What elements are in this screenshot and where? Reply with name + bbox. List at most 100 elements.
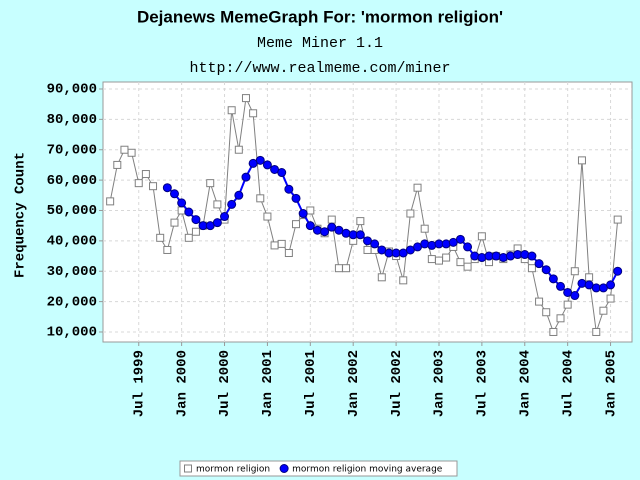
point — [356, 217, 365, 226]
point — [427, 255, 436, 264]
point — [284, 249, 293, 258]
y-tick-label: 70,000 — [47, 142, 97, 158]
y-tick-label: 40,000 — [47, 234, 97, 250]
point — [549, 327, 558, 336]
point — [241, 94, 250, 103]
point — [542, 308, 551, 317]
point — [491, 251, 501, 261]
point — [170, 218, 179, 227]
point — [505, 251, 515, 261]
x-tick-label: Jul 2002 — [389, 350, 405, 417]
point — [292, 220, 301, 229]
point — [127, 148, 136, 157]
x-tick-label: Jan 2000 — [174, 350, 190, 417]
point — [177, 206, 186, 215]
point — [577, 278, 587, 288]
point — [291, 193, 301, 203]
point — [334, 264, 343, 273]
point — [570, 291, 580, 301]
point — [149, 182, 158, 191]
point — [270, 241, 279, 250]
point — [241, 172, 251, 182]
point — [227, 106, 236, 115]
x-tick-label: Jan 2001 — [260, 350, 276, 417]
x-tick-label: Jan 2002 — [346, 350, 362, 417]
point — [599, 306, 608, 315]
point — [263, 212, 272, 221]
legend-marker — [184, 464, 192, 473]
point — [363, 245, 372, 254]
y-tick-label: 30,000 — [47, 264, 97, 280]
point — [277, 168, 287, 178]
point — [255, 155, 265, 165]
point — [541, 265, 551, 275]
point — [442, 253, 451, 262]
point — [262, 160, 272, 170]
point — [320, 227, 330, 237]
point — [606, 280, 616, 290]
point — [406, 209, 415, 218]
point — [456, 258, 465, 267]
point — [277, 239, 286, 248]
point — [184, 207, 194, 217]
point — [284, 184, 294, 194]
point — [563, 300, 572, 309]
point — [306, 206, 315, 215]
point — [256, 194, 265, 203]
point — [234, 190, 244, 200]
point — [534, 259, 544, 269]
y-axis-label: Frequency Count — [13, 152, 29, 278]
point — [535, 297, 544, 306]
point — [413, 183, 422, 192]
point — [163, 245, 172, 254]
point — [556, 314, 565, 323]
point — [477, 232, 486, 241]
x-tick-label: Jul 2000 — [217, 350, 233, 417]
point — [420, 239, 430, 249]
point — [249, 109, 258, 118]
point — [399, 276, 408, 285]
y-tick-label: 20,000 — [47, 294, 97, 310]
legend-label: mormon religion — [196, 465, 270, 475]
point — [434, 256, 443, 265]
point — [441, 239, 451, 249]
point — [455, 234, 465, 244]
point — [305, 221, 315, 231]
point — [212, 218, 222, 228]
y-tick-label: 80,000 — [47, 112, 97, 128]
point — [156, 233, 165, 242]
point — [470, 251, 480, 261]
x-tick-label: Jan 2004 — [517, 350, 533, 417]
point — [113, 160, 122, 169]
point — [463, 242, 473, 252]
point — [577, 156, 586, 165]
point — [613, 215, 622, 224]
point — [162, 183, 172, 193]
legend-label: mormon religion moving average — [292, 465, 443, 475]
url: http://www.realmeme.com/miner — [189, 60, 450, 77]
chart-subtitle: Meme Miner 1.1 — [257, 35, 383, 52]
legend-marker — [279, 464, 289, 473]
point — [327, 215, 336, 224]
point — [106, 197, 115, 206]
point — [312, 225, 322, 235]
y-tick-label: 90,000 — [47, 82, 97, 98]
point — [498, 253, 508, 263]
x-tick-label: Jul 1999 — [131, 350, 147, 417]
point — [520, 250, 530, 260]
x-tick-label: Jul 2003 — [475, 350, 491, 417]
point — [585, 273, 594, 282]
point — [355, 230, 365, 240]
point — [592, 327, 601, 336]
y-tick-label: 50,000 — [47, 203, 97, 219]
point — [206, 179, 215, 188]
point — [184, 233, 193, 242]
point — [427, 240, 437, 250]
point — [120, 145, 129, 154]
point — [606, 294, 615, 303]
point — [134, 179, 143, 188]
point — [191, 227, 200, 236]
point — [527, 251, 537, 261]
point — [420, 224, 429, 233]
